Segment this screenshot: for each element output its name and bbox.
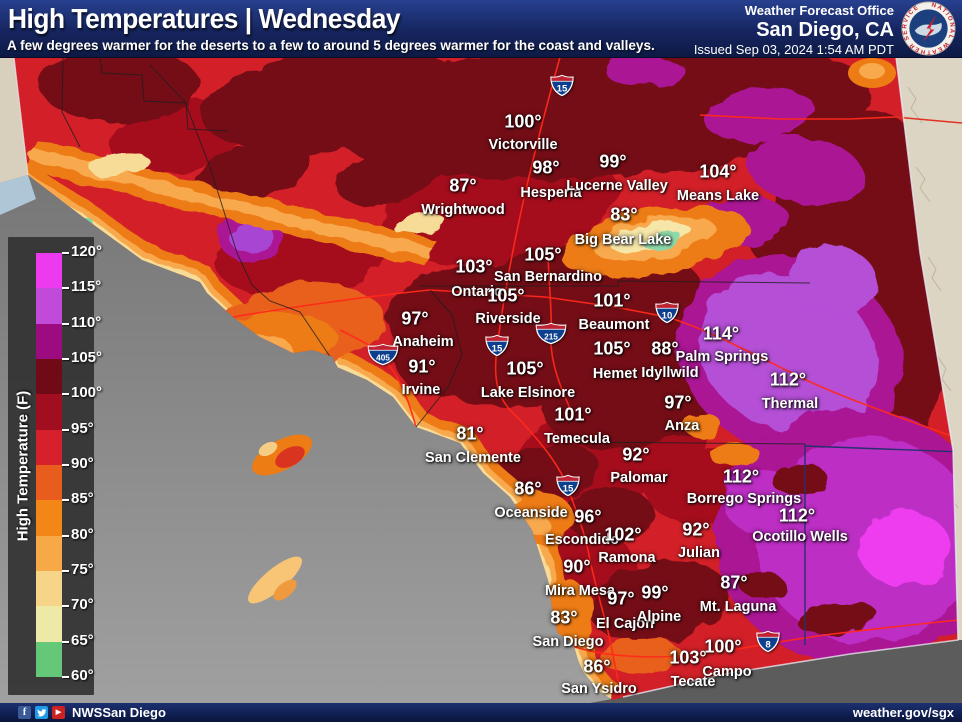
- legend-band: [36, 429, 62, 466]
- legend-tick: [62, 640, 69, 643]
- legend-tick: [62, 322, 69, 325]
- legend-tick: [62, 605, 69, 608]
- highway-line: [894, 116, 962, 124]
- legend-tick: [62, 428, 69, 431]
- footer-bar: f ▶ NWSSan Diego weather.gov/sgx: [0, 703, 962, 722]
- legend-tick-label: 75°: [71, 561, 94, 578]
- legend-band: [36, 500, 62, 537]
- hot-spot-core: [859, 63, 885, 79]
- header-bar: High Temperatures | Wednesday A few degr…: [0, 0, 962, 58]
- legend-tick-label: 70°: [71, 596, 94, 614]
- legend-band: [36, 641, 62, 678]
- legend-title: High Temperature (F): [14, 390, 32, 542]
- legend-band: [36, 606, 62, 643]
- facebook-icon[interactable]: f: [18, 706, 31, 719]
- legend-tick-label: 80°: [71, 525, 94, 543]
- legend-tick-label: 85°: [71, 490, 94, 508]
- legend-tick: [62, 570, 69, 572]
- legend-tick: [62, 358, 69, 360]
- legend-tick-label: 105°: [71, 349, 103, 366]
- legend-band: [36, 359, 62, 395]
- legend-tick: [62, 252, 69, 254]
- legend-tick: [62, 393, 69, 396]
- legend-tick-label: 110°: [71, 313, 102, 331]
- office-location: San Diego, CA: [756, 18, 894, 41]
- islands: [248, 434, 312, 604]
- temperature-legend: High Temperature (F) 120° 115° 110° 105° 100…: [8, 237, 102, 695]
- legend-band: [36, 323, 62, 360]
- legend-tick-label: 100°: [71, 384, 103, 402]
- legend-tick-label: 115°: [71, 278, 102, 296]
- legend-tick: [62, 534, 69, 537]
- legend-band: [36, 535, 62, 572]
- twitter-icon[interactable]: [35, 706, 48, 719]
- legend-colorbar: [36, 253, 62, 678]
- nws-logo-icon: NATIONAL WEATHER SERVICE: [901, 1, 956, 56]
- county-borders-blue: [804, 444, 958, 645]
- website-url[interactable]: weather.gov/sgx: [852, 705, 954, 720]
- social-account-name: NWSSan Diego: [72, 705, 166, 720]
- legend-band: [36, 571, 62, 607]
- issued-timestamp: Issued Sep 03, 2024 1:54 AM PDT: [693, 41, 894, 57]
- temperature-map: [0, 57, 962, 703]
- legend-tick: [62, 676, 69, 678]
- page-title: High Temperatures | Wednesday: [8, 3, 401, 34]
- legend-tick-label: 90°: [71, 455, 94, 472]
- legend-band: [36, 465, 62, 501]
- youtube-icon[interactable]: ▶: [52, 706, 65, 719]
- legend-band: [36, 394, 62, 431]
- mexico-area: [590, 640, 962, 703]
- forecast-domain-edge-left: [13, 57, 29, 176]
- forecast-summary: A few degrees warmer for the deserts to …: [7, 37, 655, 53]
- legend-tick-label: 60°: [71, 667, 94, 684]
- county-borders: [61, 57, 811, 445]
- forecast-domain-edge: [622, 57, 959, 698]
- legend-band: [36, 253, 62, 289]
- legend-tick: [62, 499, 69, 502]
- office-block: Weather Forecast Office San Diego, CA Is…: [693, 3, 894, 58]
- legend-tick-label: 95°: [71, 419, 94, 437]
- legend-tick: [62, 464, 69, 466]
- legend-band: [36, 288, 62, 325]
- legend-tick-label: 65°: [71, 631, 94, 649]
- office-name: Weather Forecast Office: [744, 3, 894, 18]
- legend-tick: [62, 287, 69, 290]
- legend-tick-label: 120°: [71, 243, 103, 260]
